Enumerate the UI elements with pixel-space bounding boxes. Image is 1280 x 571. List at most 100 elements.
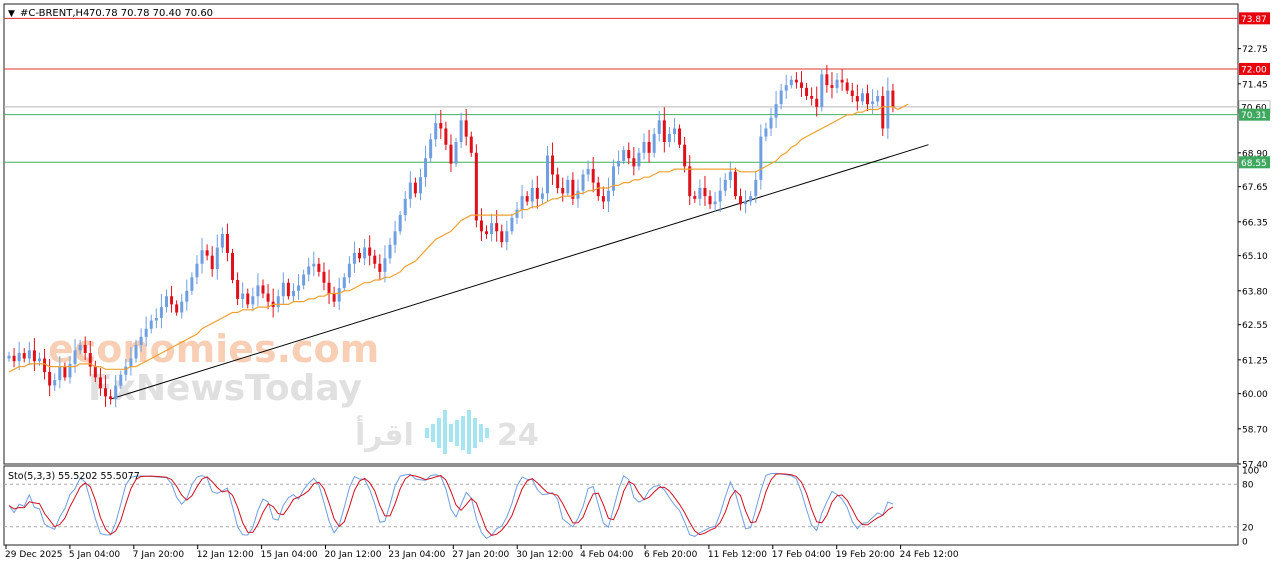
candle-body — [703, 188, 707, 197]
candle-body — [794, 79, 798, 83]
y-tick-label: 71.45 — [1242, 80, 1268, 90]
candle-body — [845, 82, 849, 91]
candle-body — [866, 93, 870, 105]
candle-body — [759, 136, 763, 180]
candle-body — [154, 317, 158, 321]
candle-body — [342, 277, 346, 289]
candle-body — [32, 350, 36, 362]
candle-body — [815, 98, 819, 107]
soundwave-icon — [425, 410, 489, 454]
candle-body — [733, 171, 737, 197]
level-label-current: 70.60 — [1241, 103, 1267, 113]
x-tick-label: 5 Jan 04:00 — [69, 550, 121, 560]
candle-body — [718, 190, 722, 202]
candle-body — [358, 252, 362, 259]
menu-chevron-icon[interactable]: ▼ — [8, 9, 15, 19]
y-tick-label: 58.70 — [1242, 425, 1268, 435]
candle-body — [891, 90, 895, 107]
x-tick-label: 7 Jan 20:00 — [133, 550, 185, 560]
x-tick-label: 24 Feb 12:00 — [900, 550, 959, 560]
candle-body — [368, 247, 372, 256]
candle-body — [109, 396, 113, 400]
moving-average-line — [8, 103, 909, 373]
watermark-brand-b: FxNewsToday — [88, 368, 362, 409]
candle-body — [688, 166, 692, 197]
candle-body — [307, 266, 311, 275]
candle-body — [124, 366, 128, 375]
candle-body — [68, 363, 72, 378]
candle-body — [779, 90, 783, 105]
candle-body — [408, 182, 412, 199]
stochastic-tick-label: 0 — [1242, 538, 1248, 548]
level-label-box — [1239, 108, 1270, 121]
candle-body — [881, 96, 885, 129]
candle-body — [352, 252, 356, 264]
candle-body — [632, 158, 636, 167]
stochastic-tick-label: 20 — [1242, 523, 1254, 533]
candle-body — [500, 231, 504, 243]
main-panel-border — [3, 3, 1239, 465]
candle-body — [591, 169, 595, 183]
level-label-box — [1239, 62, 1270, 75]
trendline — [110, 144, 929, 400]
candle-body — [678, 128, 682, 145]
candle-body — [840, 79, 844, 83]
candle-body — [667, 133, 671, 142]
candle-body — [601, 196, 605, 202]
watermark-brand-a: economies.com — [48, 327, 379, 371]
candle-body — [434, 123, 438, 140]
candle-body — [388, 244, 392, 259]
candle-body — [444, 128, 448, 145]
candle-body — [739, 196, 743, 205]
candle-body — [22, 353, 26, 359]
candle-body — [210, 255, 214, 270]
level-label-box — [1239, 156, 1270, 169]
candle-body — [266, 293, 270, 302]
candle-body — [281, 282, 285, 297]
candle-body — [78, 344, 82, 351]
candle-body — [302, 274, 306, 286]
candle-body — [723, 179, 727, 191]
candle-body — [627, 150, 631, 159]
candle-body — [297, 285, 301, 291]
candle-body — [693, 196, 697, 199]
candle-body — [495, 223, 499, 232]
candle-body — [159, 307, 163, 318]
candle-body — [73, 350, 77, 364]
candle-body — [805, 87, 809, 96]
candle-body — [225, 234, 229, 253]
ohlc-values: 70.78 70.78 70.40 70.60 — [89, 8, 213, 19]
candle-body — [850, 90, 854, 96]
candle-body — [88, 353, 92, 367]
stochastic-signal-line — [8, 473, 894, 536]
x-tick-label: 15 Jan 04:00 — [261, 550, 318, 560]
candle-body — [474, 152, 478, 221]
candle-body — [510, 217, 514, 232]
candle-body — [327, 282, 331, 294]
candle-body — [220, 234, 224, 248]
candle-body — [332, 293, 336, 302]
candle-body — [876, 96, 880, 102]
time-axis: 29 Dec 2025 5 Jan 04:00 7 Jan 20:00 12 Jan … — [5, 545, 959, 560]
candle-body — [525, 196, 529, 202]
level-label-resistance: 72.00 — [1241, 65, 1267, 75]
y-tick-label: 66.35 — [1242, 218, 1268, 228]
candle-body — [215, 247, 219, 270]
candle-body — [774, 104, 778, 118]
candle-body — [378, 263, 382, 272]
candle-body — [662, 120, 666, 142]
candle-body — [886, 90, 890, 129]
candle-body — [581, 174, 585, 191]
candle-body — [114, 385, 118, 400]
candle-body — [617, 160, 621, 167]
y-tick-label: 57.40 — [1242, 461, 1268, 471]
y-tick-label: 72.75 — [1242, 45, 1268, 55]
candle-body — [551, 155, 555, 175]
candle-body — [642, 142, 646, 153]
candle-body — [53, 380, 57, 386]
moving-average-layer — [8, 103, 909, 373]
candle-body — [383, 258, 387, 272]
candle-body — [291, 290, 295, 297]
candle-body — [566, 179, 570, 194]
